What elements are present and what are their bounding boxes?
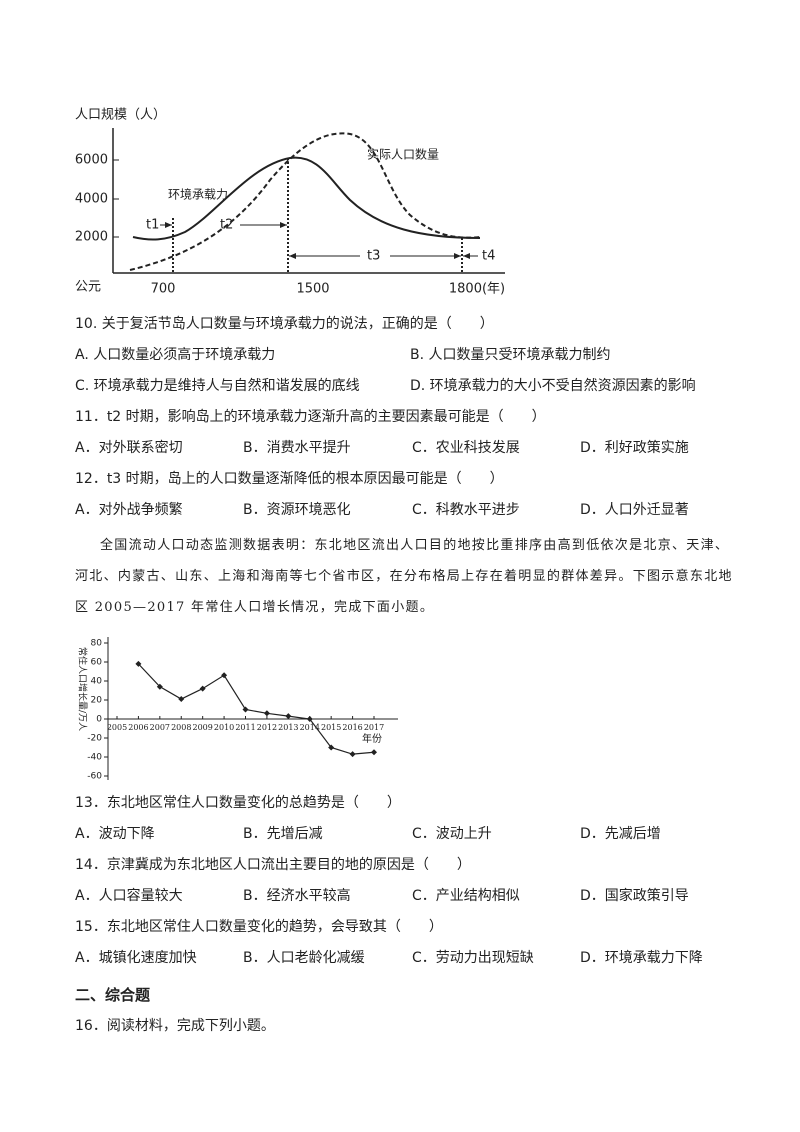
option: B．人口老龄化减缓	[243, 950, 365, 966]
option: A．对外战争频繁	[75, 502, 183, 518]
option: D．国家政策引导	[580, 888, 689, 904]
x-tick-label: 2009	[192, 723, 212, 732]
x-tick-label: 2015	[321, 723, 341, 732]
question-stem: 11．t2 时期，影响岛上的环境承载力逐渐升高的主要因素最可能是（ ）	[75, 409, 546, 425]
x-tick-label: 2012	[257, 723, 277, 732]
period-label: t4	[482, 249, 495, 264]
question-stem: 12．t3 时期，岛上的人口数量逐渐降低的根本原因最可能是（ ）	[75, 471, 504, 487]
y-label: 人口规模（人）	[75, 108, 166, 123]
option: D. 环境承载力的大小不受自然资源因素的影响	[410, 378, 696, 394]
option: B．先增后减	[243, 826, 323, 842]
y-tick-label: 20	[91, 696, 103, 706]
y-tick-label: 40	[91, 677, 103, 687]
option: C．农业科技发展	[412, 440, 520, 456]
diagram: 人口规模（人） 6000 4000 2000 公元 700 1500 1800(…	[75, 108, 505, 297]
period-label: t3	[367, 249, 380, 264]
option: C．劳动力出现短缺	[412, 950, 534, 966]
option: D．先减后增	[580, 826, 661, 842]
y-tick-label: 0	[96, 715, 102, 725]
option: B．资源环境恶化	[243, 502, 351, 518]
y-label: 常住人口增长量/万人	[77, 647, 89, 731]
question-stem: 13．东北地区常住人口数量变化的总趋势是（ ）	[75, 795, 401, 811]
x-tick-label: 2005	[107, 723, 127, 732]
curve-label: 环境承载力	[168, 187, 228, 202]
period-label: t2	[220, 218, 233, 233]
x-tick-label: 2008	[171, 723, 191, 732]
x-tick-label: 2011	[235, 723, 255, 732]
point	[242, 706, 249, 713]
point	[328, 744, 335, 751]
tick-label: 1500	[296, 282, 329, 297]
paragraph-line: 河北、内蒙古、山东、上海和海南等七个省市区，在分布格局上存在着明显的群体差异。下…	[75, 569, 733, 584]
option: B. 人口数量只受环境承载力制约	[410, 347, 611, 363]
point	[371, 749, 377, 756]
option: A．人口容量较大	[75, 888, 183, 904]
y-tick-label: 80	[91, 639, 103, 649]
capacity-curve	[132, 156, 481, 241]
x-tick-label: 2016	[342, 723, 362, 732]
point	[156, 683, 163, 690]
y-tick-label: -20	[87, 734, 102, 744]
x-label: 年份	[362, 732, 382, 745]
y-tick-label: -40	[87, 753, 102, 763]
paragraph-line: 区 2005—2017 年常住人口增长情况，完成下面小题。	[75, 600, 435, 615]
question: 16．阅读材料，完成下列小题。	[75, 1018, 275, 1034]
tick-label: 6000	[75, 153, 108, 168]
point	[221, 672, 228, 679]
point	[199, 685, 206, 692]
question-stem: 15．东北地区常住人口数量变化的趋势，会导致其（ ）	[75, 919, 443, 935]
point	[349, 751, 356, 758]
point	[135, 660, 142, 667]
line	[137, 663, 375, 755]
curve-label: 实际人口数量	[367, 147, 439, 162]
option: A. 人口数量必须高于环境承载力	[75, 347, 276, 363]
tick-label: 700	[151, 282, 176, 297]
population-curve	[129, 132, 481, 271]
x-tick-label: 2017	[364, 723, 384, 732]
tick-label: 4000	[75, 192, 108, 207]
x-origin: 公元	[75, 280, 101, 295]
paragraph-line: 全国流动人口动态监测数据表明：东北地区流出人口目的地按比重排序由高到低依次是北京…	[100, 538, 730, 553]
option: C．产业结构相似	[412, 888, 520, 904]
point	[178, 696, 185, 703]
option: A．城镇化速度加快	[75, 950, 197, 966]
option: C．波动上升	[412, 826, 492, 842]
point	[263, 710, 270, 717]
option: A．波动下降	[75, 826, 155, 842]
option: A．对外联系密切	[75, 440, 183, 456]
option: D．人口外迁显著	[580, 502, 689, 518]
point	[285, 713, 292, 720]
x-tick-label: 2014	[300, 723, 320, 732]
option: D．环境承载力下降	[580, 950, 703, 966]
option: D．利好政策实施	[580, 440, 689, 456]
option: B．经济水平较高	[243, 888, 351, 904]
question-stem: 10. 关于复活节岛人口数量与环境承载力的说法，正确的是（ ）	[75, 316, 494, 332]
section-title: 二、综合题	[75, 986, 151, 1004]
x-tick-label: 2010	[214, 723, 234, 732]
y-tick-label: 60	[91, 658, 103, 668]
x-tick-label: 2006	[128, 723, 148, 732]
tick-label: 1800(年)	[449, 282, 505, 297]
x-tick-label: 2007	[150, 723, 170, 732]
tick-label: 2000	[75, 230, 108, 245]
option: B．消费水平提升	[243, 440, 351, 456]
y-tick-label: -60	[87, 772, 102, 782]
x-tick-label: 2013	[278, 723, 298, 732]
point	[306, 716, 313, 722]
option: C．科教水平进步	[412, 502, 520, 518]
question-stem: 14．京津冀成为东北地区人口流出主要目的地的原因是（ ）	[75, 857, 471, 873]
option: C. 环境承载力是维持人与自然和谐发展的底线	[75, 378, 360, 394]
period-label: t1	[146, 218, 159, 233]
